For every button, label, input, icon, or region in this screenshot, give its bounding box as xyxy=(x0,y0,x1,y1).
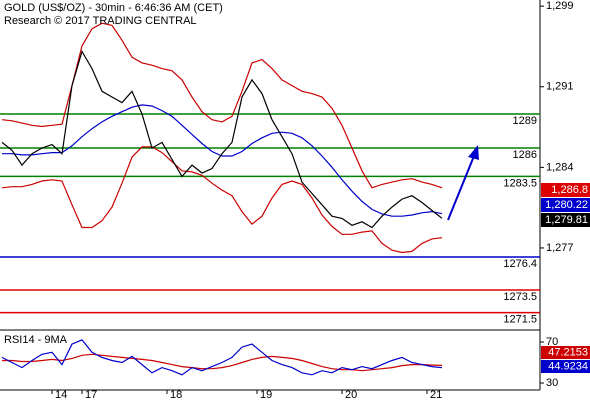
x-tick-label: 14 xyxy=(55,389,67,400)
level-label: 1273.5 xyxy=(503,291,537,303)
y-tick-label: 1,291 xyxy=(546,81,574,93)
chart-subtitle: Research © 2017 TRADING CENTRAL xyxy=(4,15,197,27)
panel-title: RSI14 - 9MA xyxy=(4,334,68,346)
y-tick-label: 1,277 xyxy=(546,242,574,254)
price-panel: 1289 1286 1283.5 1276.4 1273.5 1271.5 xyxy=(0,22,540,326)
level-label: 1276.4 xyxy=(503,258,537,270)
series-line xyxy=(2,104,443,217)
series-line xyxy=(1,146,443,254)
y-tick-label: 30 xyxy=(546,377,558,389)
y-tick-label: 70 xyxy=(546,336,558,348)
level-label: 1286 xyxy=(513,149,537,161)
x-tick-label: 21 xyxy=(430,389,442,400)
value-box xyxy=(541,346,590,359)
x-tick-label: 17 xyxy=(85,389,97,400)
y-tick-label: 1,299 xyxy=(546,0,574,12)
price-box-label: 1,286.8 xyxy=(551,184,588,196)
price-box xyxy=(541,198,590,212)
series-line xyxy=(1,49,443,229)
x-tick-label: 18 xyxy=(170,389,182,400)
price-box xyxy=(541,213,590,227)
chart-title: GOLD (US$/OZ) - 30min - 6:46:36 AM (CET) xyxy=(4,2,223,14)
value-box-label: 47.2153 xyxy=(548,346,588,358)
price-box-label: 1,280.22 xyxy=(545,199,588,211)
price-box xyxy=(541,183,590,197)
level-label: 1283.5 xyxy=(503,177,537,189)
rsi-panel xyxy=(1,339,443,376)
value-box xyxy=(541,360,590,373)
value-box-label: 44.9234 xyxy=(548,360,588,372)
level-label: 1289 xyxy=(513,115,537,127)
x-tick-label: 19 xyxy=(260,389,272,400)
projection-arrow xyxy=(447,155,475,221)
level-label: 1271.5 xyxy=(503,314,537,326)
series-line xyxy=(2,353,443,372)
series-line xyxy=(1,339,443,376)
price-box-label: 1,279.81 xyxy=(545,214,588,226)
y-tick-label: 1,284 xyxy=(546,161,574,173)
x-tick-label: 20 xyxy=(345,389,357,400)
arrow-head xyxy=(468,145,479,160)
